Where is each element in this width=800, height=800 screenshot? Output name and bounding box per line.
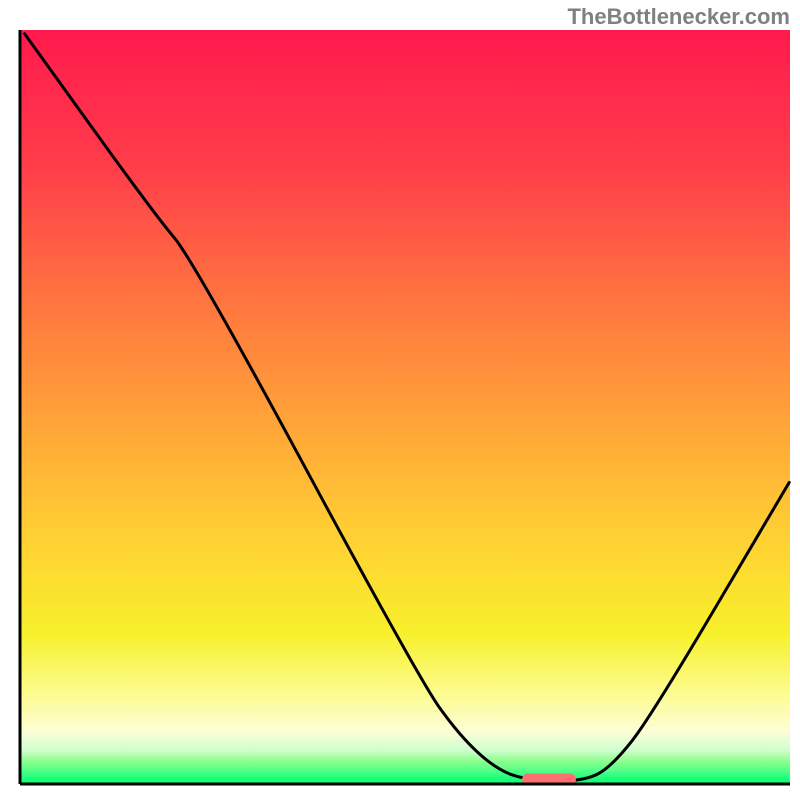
plot-background-gradient: [20, 30, 790, 784]
watermark-text: TheBottlenecker.com: [567, 4, 790, 30]
chart-container: TheBottlenecker.com: [0, 0, 800, 800]
bottleneck-chart: [0, 0, 800, 800]
